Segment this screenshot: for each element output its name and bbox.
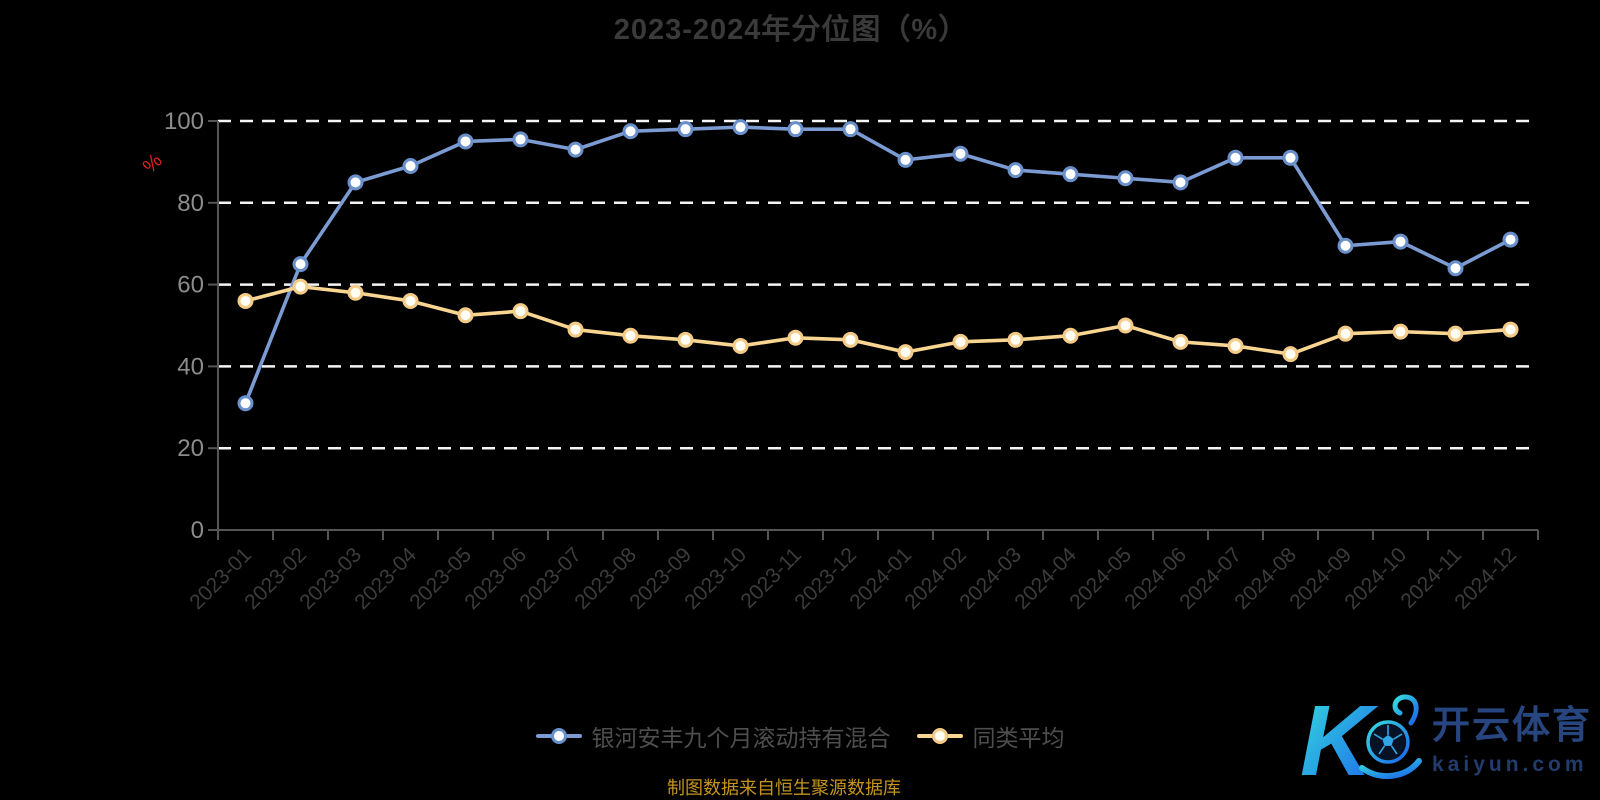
data-point-s0-2024-09[interactable] (1337, 237, 1354, 254)
data-point-s1-2023-06[interactable] (512, 303, 529, 320)
y-tick-label: 20 (177, 435, 204, 462)
y-tick-label: 60 (177, 272, 204, 299)
legend-label-fund: 银河安丰九个月滚动持有混合 (591, 725, 891, 751)
data-point-s1-2023-03[interactable] (347, 284, 364, 301)
y-tick-label: 80 (177, 190, 204, 217)
legend-item-fund[interactable]: 银河安丰九个月滚动持有混合 (535, 719, 891, 753)
data-point-s0-2023-09[interactable] (677, 121, 694, 138)
y-tick-label: 40 (177, 353, 204, 380)
chart-legend: 银河安丰九个月滚动持有混合 同类平均 (0, 719, 1600, 753)
data-point-s0-2024-08[interactable] (1282, 149, 1299, 166)
data-point-s1-2024-01[interactable] (897, 344, 914, 361)
data-point-s0-2024-05[interactable] (1117, 170, 1134, 187)
legend-line-swatch (916, 728, 963, 744)
data-point-s0-2024-02[interactable] (952, 145, 969, 162)
data-point-s0-2024-04[interactable] (1062, 166, 1079, 183)
svg-text:K: K (1300, 685, 1379, 794)
series-line-0 (243, 125, 1513, 406)
data-point-s0-2023-06[interactable] (512, 131, 529, 148)
data-point-s1-2024-02[interactable] (952, 333, 969, 350)
data-point-s1-2024-10[interactable] (1392, 323, 1409, 340)
logo-domain: kaiyun.com (1432, 753, 1588, 776)
data-point-s0-2023-08[interactable] (622, 123, 639, 140)
data-point-s1-2023-02[interactable] (292, 278, 309, 295)
y-tick-label: 0 (191, 517, 204, 544)
x-tick-label: 2024-12 (1450, 543, 1521, 614)
data-point-s0-2024-12[interactable] (1502, 231, 1519, 248)
kaiyun-logo[interactable]: K 开云体育 kaiyun.com (1292, 662, 1592, 794)
y-tick-label: 100 (164, 108, 204, 135)
data-point-s1-2024-11[interactable] (1447, 325, 1464, 342)
data-point-s0-2023-04[interactable] (402, 157, 419, 174)
data-point-s0-2023-01[interactable] (237, 395, 254, 412)
data-point-s0-2023-10[interactable] (732, 119, 749, 136)
series-line-1 (243, 284, 1513, 356)
chart-title: 2023-2024年分位图（%） (613, 14, 969, 46)
data-point-s0-2024-10[interactable] (1392, 233, 1409, 250)
k-monogram-icon: K (1300, 685, 1422, 794)
data-point-s0-2024-01[interactable] (897, 151, 914, 168)
data-point-s0-2023-07[interactable] (567, 141, 584, 158)
legend-label-peer-average: 同类平均 (972, 725, 1065, 751)
data-point-s1-2024-05[interactable] (1117, 317, 1134, 334)
data-point-s1-2023-12[interactable] (842, 331, 859, 348)
x-tick-label: 2023-10 (680, 543, 751, 614)
data-point-s1-2024-09[interactable] (1337, 325, 1354, 342)
data-point-s0-2023-02[interactable] (292, 256, 309, 273)
y-axis-unit-label: % (139, 150, 167, 178)
data-point-s1-2024-08[interactable] (1282, 346, 1299, 363)
data-point-s0-2023-11[interactable] (787, 121, 804, 138)
data-point-s1-2023-01[interactable] (237, 292, 254, 309)
data-point-s1-2024-03[interactable] (1007, 331, 1024, 348)
data-point-s1-2024-04[interactable] (1062, 327, 1079, 344)
data-point-s1-2024-12[interactable] (1502, 321, 1519, 338)
data-source-note: 制图数据来自恒生聚源数据库 (667, 778, 901, 798)
data-point-s0-2024-06[interactable] (1172, 174, 1189, 191)
data-point-s0-2024-11[interactable] (1447, 260, 1464, 277)
data-point-s0-2023-03[interactable] (347, 174, 364, 191)
logo-brand-cn: 开云体育 (1432, 705, 1592, 747)
data-point-s1-2023-07[interactable] (567, 321, 584, 338)
data-point-s1-2023-05[interactable] (457, 307, 474, 324)
data-point-s1-2023-09[interactable] (677, 331, 694, 348)
legend-dot-icon (550, 728, 567, 744)
data-point-s1-2023-08[interactable] (622, 327, 639, 344)
data-point-s1-2023-11[interactable] (787, 329, 804, 346)
data-point-s1-2024-07[interactable] (1227, 337, 1244, 354)
legend-dot-icon (931, 728, 948, 744)
data-point-s0-2023-12[interactable] (842, 121, 859, 138)
football-icon (1366, 720, 1410, 764)
data-point-s0-2024-03[interactable] (1007, 162, 1024, 179)
legend-line-swatch (535, 728, 582, 744)
data-point-s1-2023-04[interactable] (402, 292, 419, 309)
legend-item-peer-average[interactable]: 同类平均 (916, 719, 1065, 753)
data-point-s0-2023-05[interactable] (457, 133, 474, 150)
data-point-s0-2024-07[interactable] (1227, 149, 1244, 166)
x-tick-label: 2024-10 (1340, 543, 1411, 614)
data-point-s1-2024-06[interactable] (1172, 333, 1189, 350)
data-point-s1-2023-10[interactable] (732, 337, 749, 354)
